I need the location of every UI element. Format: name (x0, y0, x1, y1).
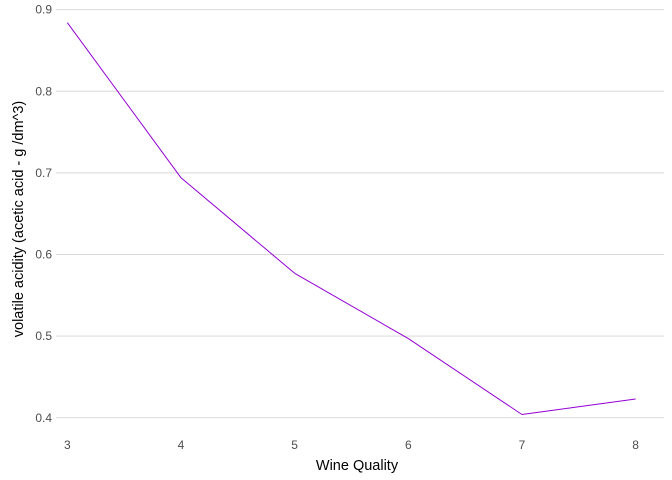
gridlines (56, 9, 664, 419)
y-tick-label: 0.4 (35, 411, 52, 425)
x-tick-label: 4 (178, 438, 185, 452)
series-line-segment (66, 22, 182, 179)
y-axis-title: volatile acidity (acetic acid - g /dm^3) (11, 101, 27, 337)
x-tick-labels: 3 4 5 6 7 8 (64, 438, 639, 452)
series-line-segment (408, 338, 523, 415)
series-line-segment (294, 272, 409, 340)
x-tick-label: 6 (405, 438, 412, 452)
y-tick-label: 0.6 (35, 248, 52, 262)
y-tick-label: 0.9 (35, 3, 52, 17)
x-tick-label: 3 (64, 438, 71, 452)
x-tick-label: 5 (291, 438, 298, 452)
y-tick-label: 0.5 (35, 329, 52, 343)
x-axis-title: Wine Quality (316, 458, 399, 474)
series-lines (66, 22, 636, 415)
series-line-segment (180, 177, 295, 274)
y-tick-label: 0.8 (35, 84, 52, 98)
x-tick-label: 7 (519, 438, 526, 452)
y-tick-labels: 0.4 0.5 0.6 0.7 0.8 0.9 (35, 3, 52, 425)
y-tick-label: 0.7 (35, 166, 52, 180)
series-line-segment (521, 398, 636, 415)
x-tick-label: 8 (632, 438, 639, 452)
